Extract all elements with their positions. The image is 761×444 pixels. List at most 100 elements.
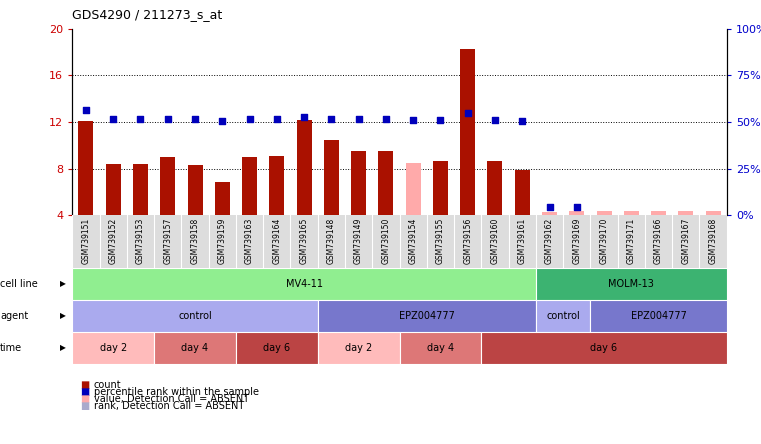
Bar [678,211,693,215]
Point [135,115,147,122]
Text: GDS4290 / 211273_s_at: GDS4290 / 211273_s_at [72,8,222,21]
Text: GSM739165: GSM739165 [300,218,308,264]
Text: GSM739160: GSM739160 [491,218,499,264]
Text: GSM739149: GSM739149 [354,218,363,264]
Point [244,115,256,122]
Bar [236,332,318,364]
Bar [569,211,584,215]
Bar [400,332,481,364]
Text: MV4-11: MV4-11 [285,279,323,289]
Text: GSM739153: GSM739153 [136,218,145,264]
Bar [378,151,393,215]
Bar [161,157,175,215]
Bar [106,164,121,215]
Point [516,117,528,124]
Text: GSM739169: GSM739169 [572,218,581,264]
Bar [351,151,366,215]
Point [189,115,201,122]
Text: ▶: ▶ [60,311,66,320]
Bar [72,332,154,364]
Text: ▶: ▶ [60,279,66,288]
Text: GSM739167: GSM739167 [681,218,690,264]
Bar [78,121,94,215]
Point [271,115,283,122]
Bar [488,161,502,215]
Bar [269,156,285,215]
Text: day 6: day 6 [263,343,291,353]
Point [435,116,447,123]
Text: GSM739168: GSM739168 [708,218,718,264]
Point [462,109,474,116]
Text: GSM739155: GSM739155 [436,218,445,264]
Text: ■: ■ [80,401,89,411]
Text: day 4: day 4 [427,343,454,353]
Text: value, Detection Call = ABSENT: value, Detection Call = ABSENT [94,394,249,404]
Bar [72,268,536,300]
Bar [406,163,421,215]
Bar [318,300,536,332]
Bar [242,157,257,215]
Text: ▶: ▶ [60,343,66,352]
Bar [187,165,202,215]
Bar [324,139,339,215]
Text: GSM739152: GSM739152 [109,218,118,264]
Point [298,114,310,121]
Bar [433,161,448,215]
Bar [705,211,721,215]
Text: GSM739161: GSM739161 [517,218,527,264]
Text: EPZ004777: EPZ004777 [399,311,455,321]
Text: cell line: cell line [0,279,38,289]
Text: GSM739154: GSM739154 [409,218,418,264]
Point [325,115,337,122]
Text: control: control [178,311,212,321]
Bar [542,212,557,215]
Bar [297,120,311,215]
Text: GSM739166: GSM739166 [654,218,663,264]
Bar [624,211,638,215]
Text: GSM739148: GSM739148 [327,218,336,264]
Text: GSM739159: GSM739159 [218,218,227,264]
Bar [536,300,591,332]
Point [543,204,556,211]
Bar [481,332,727,364]
Bar [460,49,475,215]
Bar [651,211,666,215]
Text: day 2: day 2 [100,343,127,353]
Text: GSM739150: GSM739150 [381,218,390,264]
Text: control: control [546,311,580,321]
Text: GSM739171: GSM739171 [627,218,635,264]
Bar [133,164,148,215]
Text: ■: ■ [80,387,89,396]
Text: GSM739163: GSM739163 [245,218,254,264]
Point [489,116,501,123]
Point [352,115,365,122]
Text: day 2: day 2 [345,343,372,353]
Text: GSM739162: GSM739162 [545,218,554,264]
Point [407,116,419,123]
Text: ■: ■ [80,394,89,404]
Bar [72,300,318,332]
Bar [215,182,230,215]
Text: GSM739151: GSM739151 [81,218,91,264]
Bar [318,332,400,364]
Text: GSM739164: GSM739164 [272,218,282,264]
Point [380,115,392,122]
Bar [536,268,727,300]
Text: time: time [0,343,22,353]
Text: rank, Detection Call = ABSENT: rank, Detection Call = ABSENT [94,401,244,411]
Point [107,115,119,122]
Text: day 6: day 6 [591,343,618,353]
Point [571,204,583,211]
Text: ■: ■ [80,380,89,389]
Text: GSM739156: GSM739156 [463,218,472,264]
Text: count: count [94,380,121,389]
Text: percentile rank within the sample: percentile rank within the sample [94,387,259,396]
Text: MOLM-13: MOLM-13 [608,279,654,289]
Bar [597,211,612,215]
Text: GSM739157: GSM739157 [164,218,172,264]
Bar [154,332,236,364]
Text: GSM739158: GSM739158 [190,218,199,264]
Bar [591,300,727,332]
Bar [514,170,530,215]
Text: EPZ004777: EPZ004777 [631,311,686,321]
